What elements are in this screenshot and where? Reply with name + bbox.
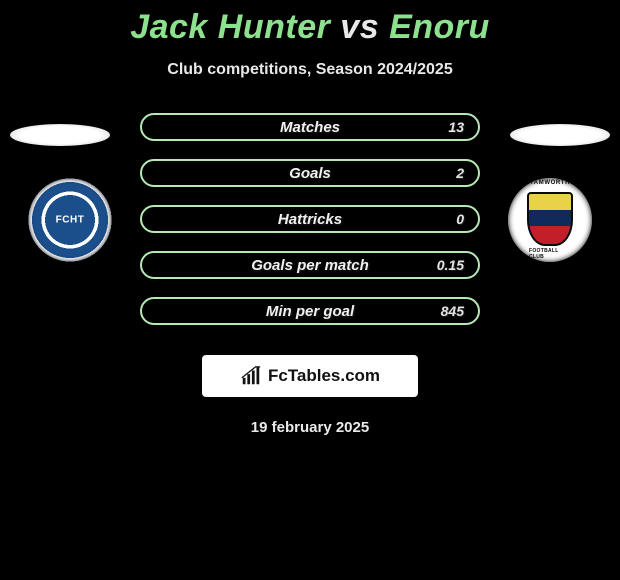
stats-panel: - Matches 13 - Goals 2 - Hattricks 0 - G…	[0, 113, 620, 325]
page-title: Jack Hunter vs Enoru	[0, 0, 620, 47]
vs-separator: vs	[340, 8, 379, 46]
stat-row-matches: - Matches 13	[140, 113, 480, 141]
stat-row-goals: - Goals 2	[140, 159, 480, 187]
stat-right-value: 2	[456, 165, 464, 181]
stat-right-value: 13	[448, 119, 464, 135]
stat-row-min-per-goal: - Min per goal 845	[140, 297, 480, 325]
stat-label: Hattricks	[278, 211, 342, 228]
player1-name: Jack Hunter	[130, 8, 330, 46]
subtitle: Club competitions, Season 2024/2025	[0, 61, 620, 79]
stats-list: - Matches 13 - Goals 2 - Hattricks 0 - G…	[140, 113, 480, 325]
player2-name: Enoru	[389, 8, 490, 46]
stat-label: Goals per match	[251, 257, 369, 274]
date-stamp: 19 february 2025	[0, 419, 620, 436]
stat-label: Matches	[280, 119, 340, 136]
stat-right-value: 0	[456, 211, 464, 227]
stat-label: Min per goal	[266, 303, 354, 320]
stat-right-value: 0.15	[437, 257, 464, 273]
stat-right-value: 845	[441, 303, 464, 319]
stat-label: Goals	[289, 165, 331, 182]
chart-icon	[240, 365, 262, 387]
brand-text: FcTables.com	[268, 366, 380, 386]
stat-row-hattricks: - Hattricks 0	[140, 205, 480, 233]
brand-badge[interactable]: FcTables.com	[202, 355, 418, 397]
stat-row-goals-per-match: - Goals per match 0.15	[140, 251, 480, 279]
